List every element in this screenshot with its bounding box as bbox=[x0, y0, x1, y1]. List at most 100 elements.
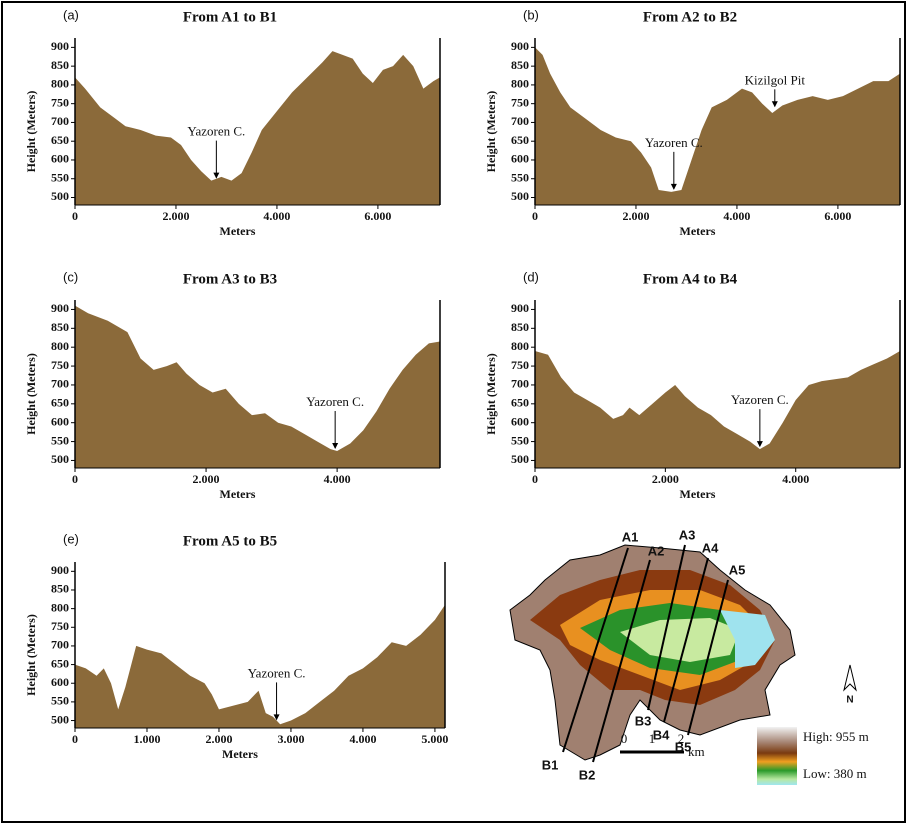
panel-title: From A3 to B3 bbox=[183, 271, 277, 287]
legend-high: High: 955 m bbox=[803, 729, 869, 744]
x-tick-label: 3.000 bbox=[277, 732, 304, 746]
y-tick-label: 700 bbox=[51, 114, 69, 128]
y-tick-label: 500 bbox=[511, 189, 529, 203]
y-tick-label: 600 bbox=[511, 414, 529, 428]
elevation-area bbox=[75, 51, 440, 205]
x-tick-label: 4.000 bbox=[324, 472, 351, 486]
y-tick-label: 700 bbox=[51, 638, 69, 652]
profile-label: A3 bbox=[679, 527, 696, 542]
y-tick-label: 750 bbox=[511, 95, 529, 109]
y-tick-label: 550 bbox=[511, 170, 529, 184]
x-tick-label: 4.000 bbox=[782, 472, 809, 486]
panel-label: (c) bbox=[63, 269, 78, 284]
profile-label: B3 bbox=[635, 713, 652, 728]
scale-tick: 1 bbox=[649, 731, 656, 746]
y-tick-label: 900 bbox=[51, 301, 69, 315]
y-tick-label: 600 bbox=[51, 414, 69, 428]
y-tick-label: 550 bbox=[511, 433, 529, 447]
x-tick-label: 2.000 bbox=[162, 209, 189, 223]
x-axis-title: Meters bbox=[222, 747, 258, 761]
y-tick-label: 850 bbox=[51, 58, 69, 72]
annotation-text: Yazoren C. bbox=[731, 392, 789, 407]
scale-unit: km bbox=[688, 744, 705, 759]
x-tick-label: 4.000 bbox=[263, 209, 290, 223]
panel-label: (d) bbox=[523, 269, 539, 284]
y-tick-label: 650 bbox=[511, 133, 529, 147]
y-tick-label: 800 bbox=[51, 600, 69, 614]
y-tick-label: 650 bbox=[511, 396, 529, 410]
x-tick-label: 1.000 bbox=[133, 732, 160, 746]
y-tick-label: 650 bbox=[51, 396, 69, 410]
panel-label: (b) bbox=[523, 7, 539, 22]
panel-title: From A1 to B1 bbox=[183, 9, 277, 25]
arrow-head bbox=[332, 443, 338, 449]
y-tick-label: 800 bbox=[51, 339, 69, 353]
profile-label: A2 bbox=[648, 543, 665, 558]
profile-label: B4 bbox=[653, 727, 670, 742]
y-tick-label: 850 bbox=[511, 320, 529, 334]
legend-low: Low: 380 m bbox=[803, 766, 867, 781]
elevation-area bbox=[535, 47, 900, 205]
y-tick-label: 500 bbox=[511, 452, 529, 466]
x-tick-label: 2.000 bbox=[205, 732, 232, 746]
y-axis-title: Height (Meters) bbox=[24, 91, 38, 173]
x-tick-label: 6.000 bbox=[364, 209, 391, 223]
y-tick-label: 700 bbox=[51, 377, 69, 391]
annotation-text: Kizilgol Pit bbox=[745, 72, 806, 87]
x-tick-label: 5.000 bbox=[421, 732, 448, 746]
y-tick-label: 800 bbox=[511, 77, 529, 91]
y-tick-label: 900 bbox=[51, 563, 69, 577]
y-axis-title: Height (Meters) bbox=[24, 614, 38, 696]
y-axis-title: Height (Meters) bbox=[484, 353, 498, 435]
y-tick-label: 900 bbox=[511, 39, 529, 53]
elevation-area bbox=[75, 306, 440, 468]
y-tick-label: 800 bbox=[51, 77, 69, 91]
annotation-text: Yazoren C. bbox=[645, 135, 703, 150]
x-tick-label: 0 bbox=[72, 472, 78, 486]
y-tick-label: 850 bbox=[51, 320, 69, 334]
arrow-head bbox=[757, 441, 763, 447]
x-tick-label: 4.000 bbox=[349, 732, 376, 746]
figure: 500 550 600 650 700 750 800 850 900 0 2.000 4.000 6.… bbox=[0, 0, 908, 827]
profile-label: A4 bbox=[702, 540, 719, 555]
annotation-text: Yazoren C. bbox=[306, 394, 364, 409]
annotation-text: Yazoren C. bbox=[187, 124, 245, 139]
y-tick-label: 650 bbox=[51, 133, 69, 147]
y-tick-label: 600 bbox=[511, 152, 529, 166]
x-tick-label: 0 bbox=[72, 209, 78, 223]
x-tick-label: 6.000 bbox=[824, 209, 851, 223]
scale-tick: 2 bbox=[678, 731, 685, 746]
y-tick-label: 500 bbox=[51, 189, 69, 203]
panel-title: From A4 to B4 bbox=[643, 271, 738, 287]
x-tick-label: 4.000 bbox=[723, 209, 750, 223]
profile-label: B2 bbox=[579, 767, 596, 782]
y-tick-label: 500 bbox=[51, 452, 69, 466]
y-tick-label: 900 bbox=[511, 301, 529, 315]
y-tick-label: 850 bbox=[51, 582, 69, 596]
profile-label: B1 bbox=[542, 757, 559, 772]
north-label: N bbox=[846, 695, 853, 706]
x-axis-title: Meters bbox=[220, 487, 256, 501]
x-tick-label: 0 bbox=[72, 732, 78, 746]
x-tick-label: 2.000 bbox=[652, 472, 679, 486]
y-tick-label: 850 bbox=[511, 58, 529, 72]
y-tick-label: 600 bbox=[51, 152, 69, 166]
panel-title: From A5 to B5 bbox=[183, 533, 277, 549]
y-tick-label: 750 bbox=[51, 619, 69, 633]
y-tick-label: 750 bbox=[51, 358, 69, 372]
arrow-head bbox=[213, 173, 219, 179]
y-tick-label: 700 bbox=[511, 377, 529, 391]
x-axis-title: Meters bbox=[680, 224, 716, 238]
profile-label: A1 bbox=[622, 529, 639, 544]
y-axis-title: Height (Meters) bbox=[484, 91, 498, 173]
panel-title: From A2 to B2 bbox=[643, 9, 737, 25]
x-tick-label: 0 bbox=[532, 472, 538, 486]
y-tick-label: 500 bbox=[51, 712, 69, 726]
y-tick-label: 750 bbox=[51, 95, 69, 109]
elevation-area bbox=[535, 351, 900, 468]
y-tick-label: 600 bbox=[51, 675, 69, 689]
y-tick-label: 550 bbox=[51, 170, 69, 184]
arrow-head bbox=[772, 101, 778, 107]
x-axis-title: Meters bbox=[220, 224, 256, 238]
arrow-head bbox=[671, 184, 677, 190]
